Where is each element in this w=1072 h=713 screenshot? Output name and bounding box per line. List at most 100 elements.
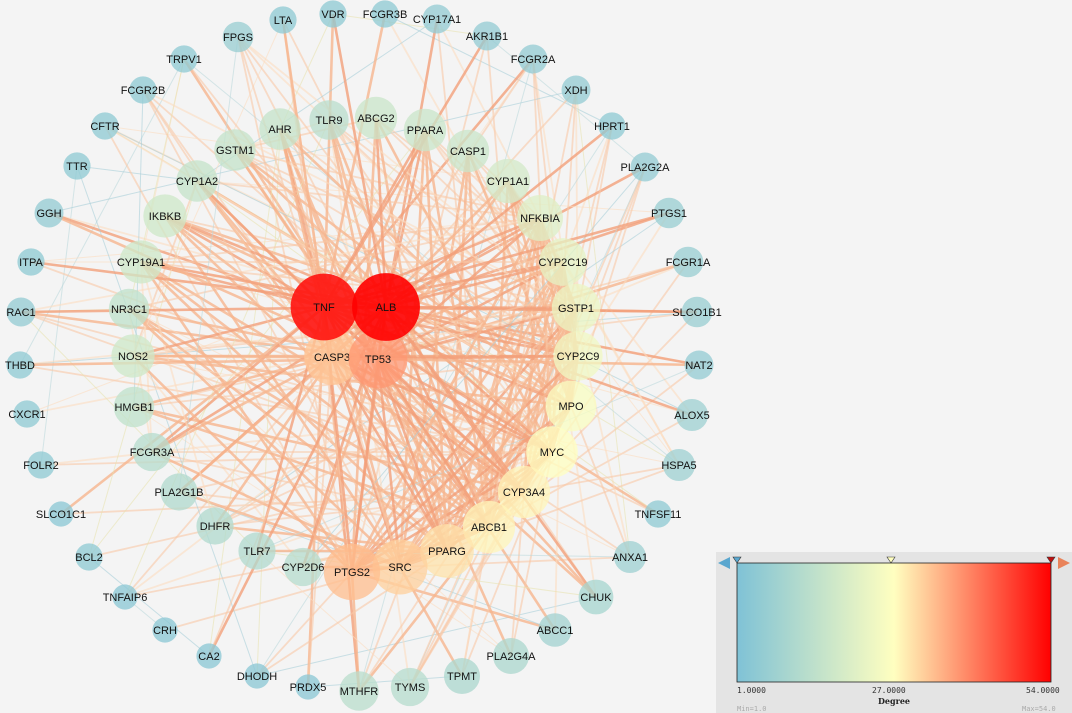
node-casp1[interactable]: CASP1 (446, 129, 490, 173)
node-pla2g1b[interactable]: PLA2G1B (155, 473, 204, 511)
node-circle[interactable] (422, 4, 452, 34)
node-pla2g2a[interactable]: PLA2G2A (621, 152, 671, 182)
node-circle[interactable] (196, 643, 222, 669)
node-circle[interactable] (472, 21, 502, 51)
node-cyp2d6[interactable]: CYP2D6 (282, 547, 325, 587)
node-circle[interactable] (539, 238, 587, 286)
node-circle[interactable] (309, 100, 349, 140)
node-circle[interactable] (6, 351, 34, 379)
node-circle[interactable] (323, 543, 381, 601)
node-fcgr2a[interactable]: FCGR2A (511, 44, 556, 74)
node-nat2[interactable]: NAT2 (684, 350, 714, 380)
node-circle[interactable] (598, 112, 626, 140)
node-ahr[interactable]: AHR (259, 108, 301, 150)
node-abcg2[interactable]: ABCG2 (354, 96, 398, 140)
node-prdx5[interactable]: PRDX5 (290, 674, 327, 700)
node-abcb1[interactable]: ABCB1 (462, 500, 516, 554)
node-bcl2[interactable]: BCL2 (75, 543, 103, 571)
node-chuk[interactable]: CHUK (578, 579, 614, 615)
node-tlr7[interactable]: TLR7 (238, 532, 276, 570)
node-circle[interactable] (517, 195, 563, 241)
node-circle[interactable] (160, 473, 198, 511)
node-folr2[interactable]: FOLR2 (23, 451, 59, 479)
node-circle[interactable] (143, 194, 187, 238)
node-slco1c1[interactable]: SLCO1C1 (36, 501, 86, 527)
node-ptgs2[interactable]: PTGS2 (323, 543, 381, 601)
node-ggh[interactable]: GGH (34, 198, 64, 228)
min-handle-icon[interactable] (732, 556, 742, 564)
node-pparg[interactable]: PPARG (420, 524, 474, 578)
node-rac1[interactable]: RAC1 (6, 297, 36, 327)
node-pla2g4a[interactable]: PLA2G4A (487, 637, 537, 675)
right-arrow-icon[interactable] (1058, 557, 1070, 569)
node-circle[interactable] (545, 380, 597, 432)
node-circle[interactable] (91, 112, 119, 140)
node-circle[interactable] (283, 547, 323, 587)
node-circle[interactable] (538, 613, 572, 647)
node-src[interactable]: SRC (372, 539, 428, 595)
node-circle[interactable] (485, 158, 531, 204)
node-ppara[interactable]: PPARA (403, 108, 447, 152)
node-circle[interactable] (214, 129, 256, 171)
node-circle[interactable] (561, 75, 591, 105)
node-alb[interactable]: ALB (352, 273, 420, 341)
node-circle[interactable] (196, 507, 234, 545)
node-nos2[interactable]: NOS2 (111, 334, 155, 378)
node-cyp1a1[interactable]: CYP1A1 (485, 158, 531, 204)
node-circle[interactable] (319, 0, 347, 28)
node-circle[interactable] (352, 273, 420, 341)
node-circle[interactable] (34, 198, 64, 228)
node-vdr[interactable]: VDR (319, 0, 347, 28)
node-circle[interactable] (371, 0, 399, 28)
node-circle[interactable] (684, 350, 714, 380)
node-itpa[interactable]: ITPA (17, 248, 45, 276)
node-circle[interactable] (420, 524, 474, 578)
node-cyp2c9[interactable]: CYP2C9 (553, 331, 603, 381)
node-gstp1[interactable]: GSTP1 (551, 283, 601, 333)
node-casp3[interactable]: CASP3 (304, 329, 360, 385)
node-fcgr3a[interactable]: FCGR3A (130, 432, 175, 472)
node-tpmt[interactable]: TPMT (443, 657, 481, 695)
node-circle[interactable] (108, 288, 150, 330)
node-circle[interactable] (348, 329, 408, 389)
node-abcc1[interactable]: ABCC1 (537, 613, 574, 647)
node-circle[interactable] (446, 129, 490, 173)
node-hspa5[interactable]: HSPA5 (661, 448, 697, 482)
node-thbd[interactable]: THBD (5, 351, 35, 379)
node-ttr[interactable]: TTR (63, 152, 91, 180)
node-circle[interactable] (672, 246, 704, 278)
node-circle[interactable] (170, 45, 198, 73)
node-dhfr[interactable]: DHFR (196, 507, 234, 545)
node-fcgr1a[interactable]: FCGR1A (666, 246, 711, 278)
node-circle[interactable] (238, 532, 276, 570)
node-circle[interactable] (553, 331, 603, 381)
node-cxcr1[interactable]: CXCR1 (8, 400, 46, 428)
node-circle[interactable] (17, 248, 45, 276)
node-hprt1[interactable]: HPRT1 (594, 112, 630, 140)
node-fpgs[interactable]: FPGS (222, 21, 254, 53)
node-cyp17a1[interactable]: CYP17A1 (413, 4, 461, 34)
node-ca2[interactable]: CA2 (196, 643, 222, 669)
node-gstm1[interactable]: GSTM1 (214, 129, 256, 171)
node-myc[interactable]: MYC (526, 426, 578, 478)
node-trpv1[interactable]: TRPV1 (166, 45, 202, 73)
node-nr3c1[interactable]: NR3C1 (108, 288, 150, 330)
node-mpo[interactable]: MPO (545, 380, 597, 432)
node-tnfaip6[interactable]: TNFAIP6 (103, 584, 148, 610)
node-circle[interactable] (6, 297, 36, 327)
node-circle[interactable] (13, 400, 41, 428)
node-hmgb1[interactable]: HMGB1 (113, 386, 155, 428)
node-circle[interactable] (518, 44, 548, 74)
node-circle[interactable] (244, 663, 270, 689)
node-cftr[interactable]: CFTR (90, 112, 120, 140)
node-circle[interactable] (27, 451, 55, 479)
node-circle[interactable] (63, 152, 91, 180)
node-circle[interactable] (354, 96, 398, 140)
node-circle[interactable] (113, 386, 155, 428)
node-circle[interactable] (129, 76, 157, 104)
node-slco1b1[interactable]: SLCO1B1 (672, 296, 722, 328)
node-lta[interactable]: LTA (269, 6, 297, 34)
node-circle[interactable] (132, 432, 172, 472)
node-circle[interactable] (613, 540, 647, 574)
mid-handle-icon[interactable] (886, 556, 896, 564)
